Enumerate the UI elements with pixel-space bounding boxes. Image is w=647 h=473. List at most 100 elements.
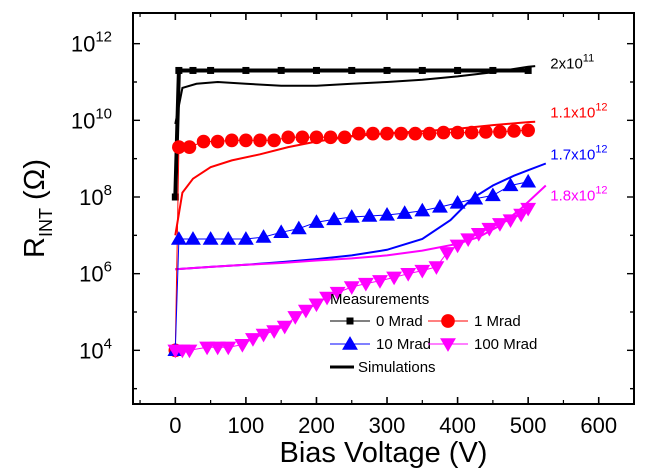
data-point-100-mrad [234, 339, 251, 353]
y-tick-label: 108 [79, 182, 112, 210]
data-point-100-mrad [513, 208, 530, 223]
legend-label-0-mrad: 0 Mrad [376, 313, 423, 330]
data-point-100-mrad [502, 214, 519, 228]
data-point-10-mrad [432, 199, 448, 213]
data-point-10-mrad [185, 231, 201, 245]
data-point-1-mrad [507, 124, 521, 138]
data-point-100-mrad [470, 228, 487, 242]
data-point-1-mrad [521, 123, 535, 138]
data-point-1-mrad [408, 126, 423, 141]
x-tick-label: 100 [228, 413, 265, 438]
data-point-10-mrad [202, 231, 219, 245]
data-point-0-mrad [312, 66, 320, 74]
data-point-0-mrad [189, 66, 197, 74]
data-point-1-mrad [210, 134, 225, 149]
data-point-0-mrad [207, 66, 215, 74]
legend-title: Measurements [330, 291, 429, 308]
dose-annotation: 1.8x1012 [550, 184, 607, 204]
data-point-100-mrad [372, 275, 388, 289]
data-point-100-mrad [266, 325, 283, 339]
data-point-100-mrad [343, 281, 360, 295]
legend-marker-10-mrad [342, 336, 358, 350]
data-point-0-mrad [277, 66, 285, 74]
data-point-10-mrad [308, 214, 325, 228]
data-point-10-mrad [361, 208, 378, 222]
data-point-10-mrad [379, 207, 395, 221]
data-point-1-mrad [323, 130, 338, 145]
data-point-100-mrad [449, 239, 466, 254]
data-point-1-mrad [295, 130, 310, 145]
data-point-10-mrad [220, 231, 237, 245]
data-point-10-mrad [170, 231, 187, 245]
data-point-1-mrad [493, 125, 507, 139]
data-point-10-mrad [326, 211, 343, 226]
dose-annotation: 2x1011 [550, 53, 594, 73]
data-point-10-mrad [343, 209, 360, 223]
data-point-0-mrad [489, 66, 497, 74]
data-point-100-mrad [276, 320, 293, 335]
data-point-100-mrad [386, 271, 403, 286]
legend-label-1-mrad: 1 Mrad [474, 313, 521, 330]
legend-marker-1-mrad [441, 314, 455, 328]
data-point-0-mrad [418, 66, 426, 74]
data-point-1-mrad [351, 126, 366, 141]
data-point-100-mrad [297, 304, 314, 319]
data-point-1-mrad [380, 126, 394, 141]
data-point-1-mrad [172, 140, 186, 154]
y-tick-label: 104 [79, 335, 112, 363]
data-point-10-mrad [502, 177, 519, 192]
data-point-100-mrad [520, 202, 537, 217]
legend-label-simulations: Simulations [358, 359, 436, 376]
data-point-0-mrad [242, 66, 250, 74]
data-point-10-mrad [484, 187, 501, 202]
data-point-1-mrad [309, 130, 324, 145]
dose-annotation: 1.1x1012 [550, 102, 607, 122]
data-point-100-mrad [255, 328, 272, 343]
x-tick-label: 300 [369, 413, 406, 438]
legend-marker-100-mrad [440, 338, 456, 352]
x-tick-label: 0 [169, 413, 181, 438]
legend-label-10-mrad: 10 Mrad [376, 336, 431, 353]
data-point-0-mrad [175, 66, 183, 74]
x-tick-label: 400 [439, 413, 476, 438]
data-point-0-mrad [454, 66, 462, 74]
x-tick-label: 600 [580, 413, 617, 438]
data-point-1-mrad [196, 134, 211, 149]
data-point-100-mrad [287, 311, 304, 325]
data-point-100-mrad [245, 333, 261, 347]
data-point-10-mrad [237, 231, 254, 245]
data-point-100-mrad [209, 341, 226, 356]
data-point-10-mrad [414, 202, 431, 217]
data-point-100-mrad [414, 264, 431, 279]
data-point-0-mrad [348, 66, 356, 74]
data-point-10-mrad [449, 195, 466, 209]
y-tick-label: 106 [79, 259, 112, 287]
data-point-100-mrad [329, 286, 346, 301]
data-point-0-mrad [524, 66, 532, 74]
legend-marker-0-mrad [346, 317, 354, 325]
data-point-10-mrad [273, 224, 290, 239]
legend-label-100-mrad: 100 Mrad [474, 336, 537, 353]
data-point-100-mrad [319, 291, 335, 306]
data-point-1-mrad [464, 125, 479, 140]
data-point-100-mrad [460, 233, 477, 247]
data-point-100-mrad [199, 341, 216, 356]
data-point-100-mrad [308, 298, 325, 313]
data-point-1-mrad [253, 133, 267, 148]
data-point-100-mrad [428, 261, 445, 275]
data-point-10-mrad [520, 173, 537, 188]
data-point-1-mrad [239, 133, 253, 148]
data-point-1-mrad [436, 125, 451, 140]
data-point-100-mrad [439, 247, 455, 261]
x-tick-label: 500 [510, 413, 547, 438]
data-point-10-mrad [290, 220, 307, 235]
x-tick-label: 200 [298, 413, 335, 438]
simulation-line-0-mrad [174, 65, 536, 125]
y-axis-title: RINT (Ω) [19, 159, 56, 258]
y-tick-label: 1010 [71, 105, 112, 133]
data-point-100-mrad [220, 341, 237, 356]
data-point-1-mrad [182, 140, 197, 154]
data-point-10-mrad [467, 190, 484, 205]
data-point-1-mrad [281, 130, 296, 145]
